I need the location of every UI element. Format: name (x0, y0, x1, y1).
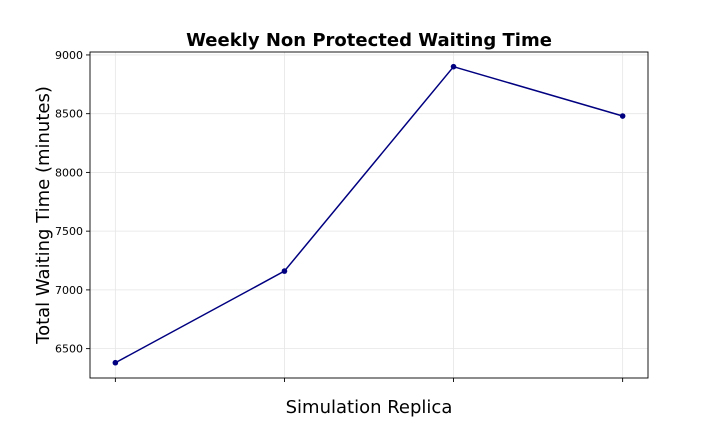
series-layer (112, 63, 626, 366)
y-tick-label-3: 8000 (55, 166, 83, 179)
data-point-0-1 (281, 268, 288, 274)
series-line-0 (115, 65, 623, 364)
y-tick-label-1: 7000 (55, 284, 83, 297)
y-tick-label-4: 8500 (55, 108, 83, 121)
chart-title: Weekly Non Protected Waiting Time (186, 30, 552, 51)
axes-frame (89, 51, 649, 379)
x-axis-label: Simulation Replica (286, 397, 453, 418)
y-tick-label-2: 7500 (55, 225, 83, 238)
y-tick-label-0: 6500 (55, 343, 83, 356)
data-point-0-2 (450, 63, 457, 70)
y-tick-label-5: 9000 (55, 49, 83, 62)
y-axis-label: Total Waiting Time (minutes) (33, 86, 54, 345)
data-point-0-0 (112, 359, 119, 366)
data-point-0-3 (619, 113, 626, 119)
grid (90, 52, 648, 378)
ticks: 6500 7000 7500 8000 8500 9000 (55, 49, 624, 382)
